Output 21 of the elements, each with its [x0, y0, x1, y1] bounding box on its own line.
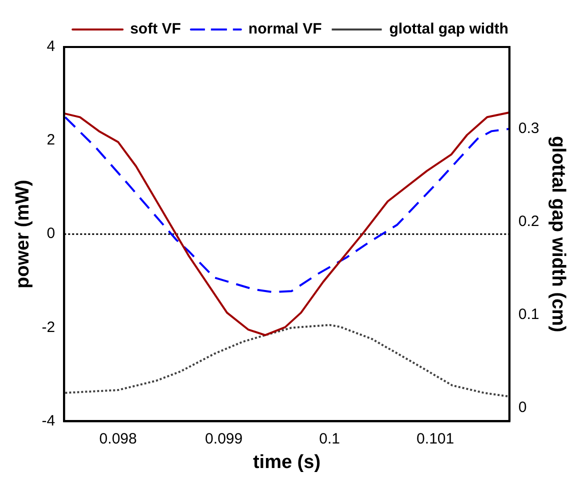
x-tick-label: 0.099 [205, 430, 243, 448]
y2-tick-label: 0 [518, 398, 527, 416]
y-tick-label: 2 [46, 132, 56, 149]
x-tick-label: 0.1 [319, 430, 340, 448]
y-tick-label: 0 [46, 225, 56, 242]
y-tick-label: -4 [42, 412, 56, 430]
legend-label: glottal gap width [389, 20, 508, 38]
x-tick-label: 0.101 [416, 430, 454, 448]
y2-tick-label: 0.2 [518, 212, 540, 230]
legend-label: soft VF [130, 20, 181, 38]
line-series [64, 324, 510, 398]
y-tick-label: 4 [46, 38, 56, 56]
y-axis-title: power (mW) [12, 180, 34, 288]
legend-label: normal VF [248, 20, 322, 38]
line-series [64, 116, 510, 294]
x-axis-title: time (s) [252, 452, 321, 473]
x-tick-label: 0.098 [99, 430, 137, 448]
y2-tick-label: 0.1 [518, 306, 540, 323]
y2-axis-title: glottal gap width (cm) [547, 136, 568, 332]
y2-tick-label: 0.3 [518, 120, 540, 137]
y-tick-label: -2 [42, 318, 56, 336]
